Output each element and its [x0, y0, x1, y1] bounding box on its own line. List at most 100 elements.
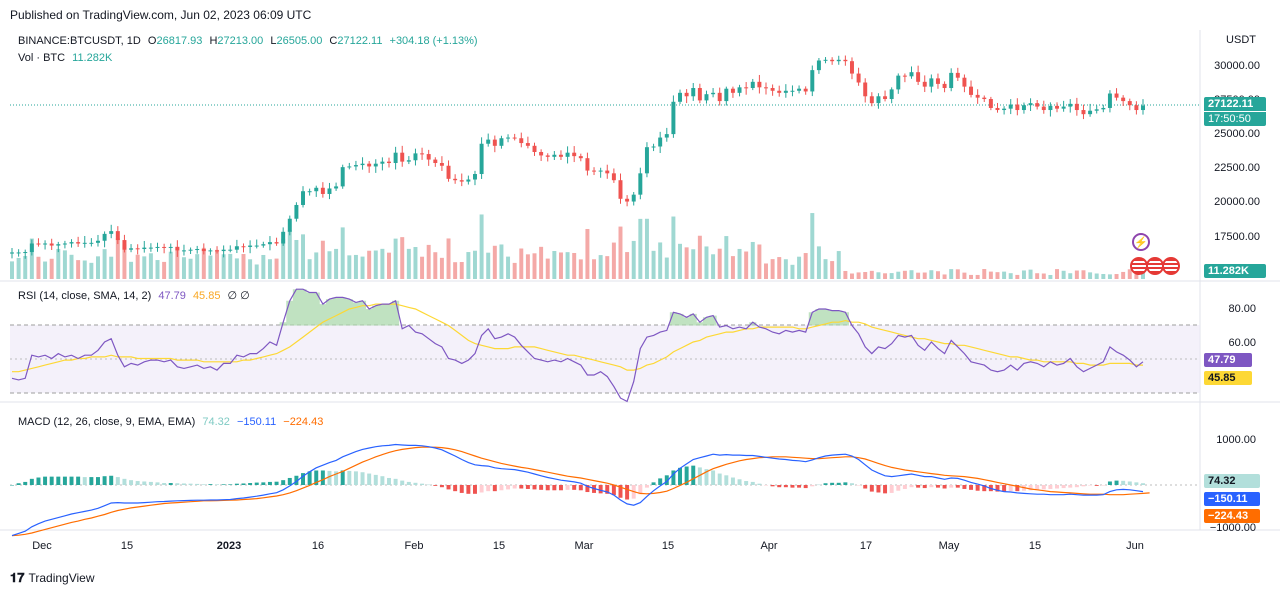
time-tick: 16	[311, 540, 325, 552]
macd-histogram-bar	[896, 485, 901, 491]
candle-body	[539, 152, 544, 156]
macd-histogram-bar	[506, 485, 511, 490]
candle-body	[803, 88, 808, 92]
current-price-bubble: 27122.11	[1204, 97, 1266, 111]
candle-body	[453, 178, 458, 181]
macd-histogram-bar	[969, 485, 974, 490]
symbol-name[interactable]: BINANCE:BTCUSDT, 1D	[18, 35, 141, 47]
tradingview-footer[interactable]: 𝟏𝟕 TradingView	[10, 570, 95, 586]
us-flag-icon[interactable]	[1162, 257, 1180, 275]
volume-bar	[684, 247, 689, 279]
candle-body	[810, 70, 815, 92]
candle-body	[181, 250, 186, 252]
macd-histogram-bar	[955, 485, 960, 488]
open-label: O	[147, 35, 157, 47]
macd-histogram-bar	[1055, 485, 1060, 489]
volume-bar	[790, 264, 795, 279]
macd-histogram-bar	[294, 475, 299, 485]
volume-bar	[76, 260, 81, 279]
volume-bar	[267, 259, 272, 279]
candle-body	[671, 101, 676, 135]
macd-histogram-bar	[777, 485, 782, 488]
volume-bar	[1101, 273, 1106, 279]
volume-bar	[797, 256, 802, 279]
candle-body	[228, 249, 233, 251]
candle-body	[1121, 97, 1126, 102]
macd-histogram-bar	[823, 483, 828, 485]
volume-bar	[717, 248, 722, 279]
macd-histogram-bar	[525, 485, 530, 489]
candle-body	[618, 180, 623, 199]
macd-histogram-bar	[155, 482, 160, 485]
volume-bar	[195, 254, 200, 279]
volume-bar	[935, 271, 940, 279]
macd-histogram-bar	[810, 485, 815, 487]
candle-body	[234, 246, 239, 250]
macd-histogram-bar	[188, 483, 193, 485]
candle-body	[115, 231, 120, 241]
volume-bar	[1088, 272, 1093, 279]
macd-histogram-bar	[1101, 485, 1106, 486]
time-tick: Jun	[1126, 540, 1144, 552]
time-tick: 17	[859, 540, 873, 552]
candle-body	[592, 170, 597, 172]
volume-bar	[426, 244, 431, 279]
volume-bar	[62, 250, 67, 279]
macd-hist-bubble: 74.32	[1204, 474, 1260, 488]
candle-body	[525, 143, 530, 146]
macd-histogram-bar	[248, 483, 253, 485]
volume-legend[interactable]: Vol · BTC 11.282K	[18, 52, 116, 64]
volume-bar	[830, 261, 835, 279]
candle-body	[254, 245, 259, 247]
macd-histogram-bar	[611, 485, 616, 496]
volume-bar	[353, 254, 358, 279]
macd-histogram-bar	[618, 485, 623, 498]
volume-bar	[373, 250, 378, 279]
candle-body	[558, 154, 563, 157]
candle-body	[56, 244, 61, 246]
candle-body	[1094, 109, 1099, 111]
volume-bar	[261, 254, 266, 279]
macd-histogram-bar	[830, 482, 835, 485]
candle-body	[479, 143, 484, 175]
macd-histogram-bar	[1028, 485, 1033, 491]
low-label: L	[270, 35, 277, 47]
rsi-legend[interactable]: RSI (14, close, SMA, 14, 2) 47.79 45.85 …	[18, 289, 254, 302]
time-tick: Dec	[32, 540, 52, 552]
symbol-legend[interactable]: BINANCE:BTCUSDT, 1D O26817.93 H27213.00 …	[18, 35, 482, 47]
candle-body	[36, 243, 41, 245]
macd-tick: 1000.00	[1216, 434, 1256, 446]
volume-bubble: 11.282K	[1204, 264, 1266, 278]
volume-bar	[102, 249, 107, 279]
macd-histogram-bar	[995, 485, 1000, 492]
close-label: C	[329, 35, 338, 47]
lightning-icon[interactable]: ⚡	[1132, 233, 1150, 251]
volume-bar	[347, 255, 352, 279]
volume-bar	[56, 248, 61, 279]
volume-bar	[439, 257, 444, 279]
volume-bar	[301, 234, 306, 279]
volume-bar	[486, 252, 491, 279]
macd-histogram-bar	[651, 482, 656, 485]
volume-bar	[1002, 271, 1007, 279]
volume-bar	[1055, 269, 1060, 279]
volume-bar	[658, 242, 663, 279]
macd-histogram-bar	[658, 478, 663, 485]
volume-bar	[777, 257, 782, 279]
candle-body	[843, 59, 848, 62]
candle-body	[10, 252, 14, 254]
macd-histogram-bar	[1048, 485, 1053, 489]
volume-bar	[492, 245, 497, 279]
volume-bar	[1074, 270, 1079, 279]
macd-histogram-bar	[539, 485, 544, 490]
candle-body	[274, 242, 279, 244]
candle-body	[797, 88, 802, 91]
volume-bar	[1041, 273, 1046, 279]
candle-body	[1002, 108, 1007, 111]
macd-histogram-bar	[770, 485, 775, 487]
macd-histogram-bar	[340, 470, 345, 485]
macd-histogram-bar	[446, 485, 451, 490]
macd-legend[interactable]: MACD (12, 26, close, 9, EMA, EMA) 74.32 …	[18, 416, 327, 428]
macd-histogram-bar	[1035, 485, 1040, 490]
